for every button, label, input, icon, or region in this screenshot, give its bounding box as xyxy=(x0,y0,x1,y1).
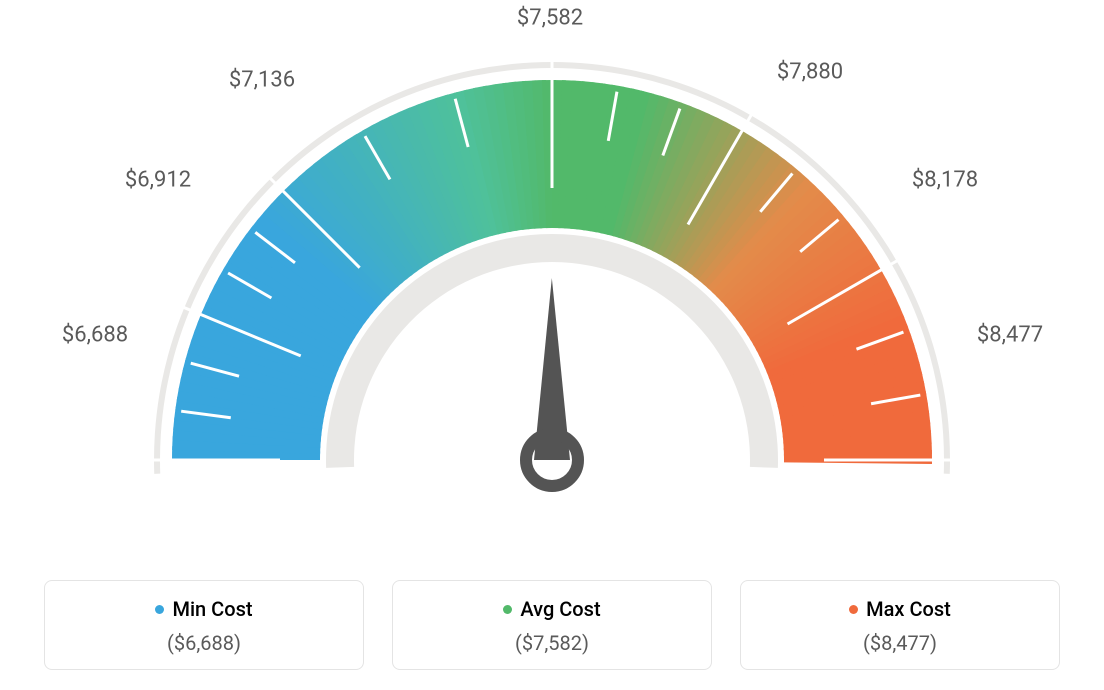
legend-value-max: ($8,477) xyxy=(761,631,1039,655)
dot-icon-min xyxy=(155,605,164,614)
dot-icon-max xyxy=(849,605,858,614)
legend-label-min: Min Cost xyxy=(172,597,252,621)
legend-label-max: Max Cost xyxy=(866,597,951,621)
legend-value-min: ($6,688) xyxy=(65,631,343,655)
dot-icon-avg xyxy=(503,605,512,614)
tick-label-4: $7,880 xyxy=(777,60,843,85)
tick-label-6: $8,477 xyxy=(977,323,1043,348)
gauge-svg xyxy=(0,0,1104,560)
tick-label-1: $6,912 xyxy=(125,168,191,193)
legend-card-avg: Avg Cost ($7,582) xyxy=(392,580,712,670)
legend-row: Min Cost ($6,688) Avg Cost ($7,582) Max … xyxy=(0,580,1104,670)
legend-title-min: Min Cost xyxy=(155,597,252,621)
legend-value-avg: ($7,582) xyxy=(413,631,691,655)
legend-label-avg: Avg Cost xyxy=(520,597,600,621)
gauge-area: $6,688 $6,912 $7,136 $7,582 $7,880 $8,17… xyxy=(0,0,1104,560)
tick-label-0: $6,688 xyxy=(62,323,128,348)
legend-title-max: Max Cost xyxy=(849,597,951,621)
legend-card-min: Min Cost ($6,688) xyxy=(44,580,364,670)
cost-gauge-container: $6,688 $6,912 $7,136 $7,582 $7,880 $8,17… xyxy=(0,0,1104,690)
tick-label-5: $8,178 xyxy=(912,168,978,193)
tick-label-3: $7,582 xyxy=(517,6,583,31)
legend-title-avg: Avg Cost xyxy=(503,597,600,621)
tick-label-2: $7,136 xyxy=(229,68,295,93)
legend-card-max: Max Cost ($8,477) xyxy=(740,580,1060,670)
